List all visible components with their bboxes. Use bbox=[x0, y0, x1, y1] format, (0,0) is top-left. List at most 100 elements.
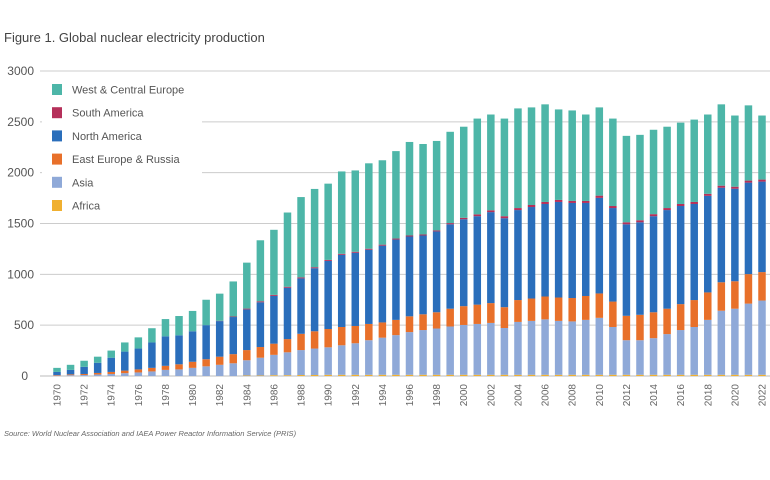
bar-segment bbox=[405, 316, 414, 333]
bar-segment bbox=[378, 244, 387, 246]
bar-segment bbox=[582, 295, 590, 320]
bar-segment bbox=[622, 340, 631, 375]
bar-segment bbox=[676, 330, 685, 375]
bar-segment bbox=[188, 331, 197, 362]
bar-segment bbox=[80, 373, 88, 375]
bar-segment bbox=[432, 374, 441, 376]
bar-segment bbox=[392, 239, 400, 320]
bar-segment bbox=[161, 336, 170, 366]
bar-segment bbox=[432, 140, 441, 231]
bar-segment bbox=[405, 141, 414, 236]
bar-segment bbox=[134, 337, 143, 349]
bar-segment bbox=[432, 231, 441, 313]
bar-segment bbox=[731, 186, 739, 189]
bar-segment bbox=[419, 234, 427, 236]
bar-segment bbox=[554, 109, 563, 200]
bar-segment bbox=[595, 195, 604, 198]
bar-segment bbox=[148, 367, 156, 372]
bar-segment bbox=[324, 329, 332, 348]
bar-segment bbox=[337, 253, 346, 255]
bar-segment bbox=[337, 345, 346, 375]
bar-segment bbox=[419, 314, 427, 331]
bar-segment bbox=[351, 251, 360, 253]
bar-segment bbox=[148, 371, 156, 376]
bar-segment bbox=[704, 319, 712, 375]
bar-segment bbox=[676, 304, 685, 331]
bar-segment bbox=[270, 354, 278, 376]
legend-swatch bbox=[52, 176, 62, 188]
bar-segment bbox=[365, 340, 373, 375]
x-tick-label: 1988 bbox=[297, 384, 308, 407]
bar-segment bbox=[459, 217, 468, 220]
bar-segment bbox=[256, 357, 265, 376]
bar-segment bbox=[595, 197, 604, 294]
bar-segment bbox=[649, 374, 658, 376]
bar-segment bbox=[365, 374, 373, 376]
bar-segment bbox=[80, 366, 88, 374]
bar-segment bbox=[365, 323, 373, 341]
bar-segment bbox=[663, 334, 671, 375]
bar-segment bbox=[283, 339, 292, 353]
bar-segment bbox=[676, 203, 685, 207]
bar-segment bbox=[188, 367, 197, 376]
x-tick-label: 1990 bbox=[324, 384, 335, 407]
bar-segment bbox=[53, 367, 61, 372]
bar-segment bbox=[758, 374, 766, 376]
bar-segment bbox=[202, 366, 210, 376]
bar-segment bbox=[446, 308, 454, 327]
bar-segment bbox=[310, 348, 319, 375]
y-tick-label: 1500 bbox=[7, 217, 34, 231]
bar-segment bbox=[487, 210, 495, 213]
bar-segment bbox=[121, 342, 129, 352]
bar-segment bbox=[351, 325, 360, 344]
bar-segment bbox=[337, 326, 346, 346]
bar-segment bbox=[405, 374, 414, 376]
bar-segment bbox=[622, 135, 631, 223]
bar-segment bbox=[568, 321, 576, 375]
bar-segment bbox=[53, 375, 61, 376]
bar-segment bbox=[310, 267, 319, 269]
bar-segment bbox=[392, 335, 400, 375]
bar-segment bbox=[487, 322, 495, 375]
bar-segment bbox=[419, 235, 427, 315]
bar-segment bbox=[500, 328, 509, 375]
bar-segment bbox=[175, 364, 183, 370]
bar-segment bbox=[744, 180, 753, 183]
bar-segment bbox=[229, 281, 237, 317]
bar-segment bbox=[378, 322, 387, 338]
bar-segment bbox=[500, 374, 509, 376]
bar-segment bbox=[568, 110, 576, 201]
bar-segment bbox=[500, 216, 509, 219]
bar-segment bbox=[365, 163, 373, 249]
y-tick-label: 2500 bbox=[7, 115, 34, 129]
bar-segment bbox=[53, 371, 61, 375]
bar-segment bbox=[690, 300, 698, 327]
bar-segment bbox=[270, 229, 278, 295]
bar-segment bbox=[392, 319, 400, 336]
bar-segment bbox=[541, 296, 549, 320]
bar-segment bbox=[554, 201, 563, 298]
bar-segment bbox=[378, 337, 387, 375]
bar-segment bbox=[758, 115, 766, 180]
bar-segment bbox=[676, 122, 685, 204]
bar-segment bbox=[473, 374, 482, 376]
x-tick-label: 1974 bbox=[107, 384, 118, 407]
bar-segment bbox=[690, 203, 698, 301]
bar-segment bbox=[148, 342, 156, 368]
bar-segment bbox=[758, 272, 766, 301]
bar-segment bbox=[446, 374, 454, 376]
bar-segment bbox=[215, 356, 224, 365]
bar-segment bbox=[568, 200, 576, 203]
bar-segment bbox=[188, 310, 197, 332]
bar-segment bbox=[649, 338, 658, 375]
bar-segment bbox=[459, 306, 468, 325]
x-tick-label: 2008 bbox=[568, 384, 579, 407]
bar-segment bbox=[270, 295, 278, 344]
x-tick-label: 2010 bbox=[595, 384, 606, 407]
bar-segment bbox=[392, 238, 400, 240]
bar-segment bbox=[175, 335, 183, 365]
bar-segment bbox=[541, 374, 549, 376]
bar-segment bbox=[704, 374, 712, 376]
bar-segment bbox=[758, 181, 766, 273]
